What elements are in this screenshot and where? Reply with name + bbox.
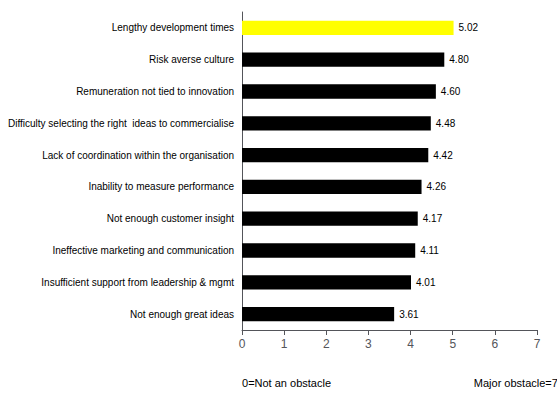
- svg-text:4.17: 4.17: [423, 213, 443, 224]
- svg-text:Lack of coordination within th: Lack of coordination within the organisa…: [42, 150, 234, 161]
- svg-text:3: 3: [365, 337, 372, 351]
- svg-text:7: 7: [534, 337, 541, 351]
- svg-text:4.60: 4.60: [441, 86, 461, 97]
- svg-text:1: 1: [281, 337, 288, 351]
- svg-text:4.01: 4.01: [416, 277, 436, 288]
- svg-text:Difficulty selecting the right: Difficulty selecting the right ideas to …: [8, 118, 234, 129]
- svg-text:4.11: 4.11: [420, 245, 439, 256]
- svg-text:5.02: 5.02: [459, 22, 479, 33]
- svg-text:Risk averse culture: Risk averse culture: [149, 54, 234, 65]
- svg-text:5: 5: [449, 337, 456, 351]
- svg-text:Ineffective marketing and comm: Ineffective marketing and communication: [52, 245, 234, 256]
- svg-text:4.48: 4.48: [436, 118, 456, 129]
- svg-text:0: 0: [239, 337, 246, 351]
- svg-text:4.80: 4.80: [449, 54, 469, 65]
- svg-text:0=Not an obstacle: 0=Not an obstacle: [242, 377, 331, 389]
- svg-text:Insufficient support from lead: Insufficient support from leadership & m…: [41, 277, 234, 288]
- svg-text:6: 6: [492, 337, 499, 351]
- svg-text:Lengthy development times: Lengthy development times: [112, 22, 234, 33]
- svg-text:4.42: 4.42: [433, 150, 453, 161]
- svg-text:Not enough customer insight: Not enough customer insight: [107, 213, 235, 224]
- svg-text:4: 4: [407, 337, 414, 351]
- svg-text:3.61: 3.61: [399, 309, 419, 320]
- svg-text:Inability to measure performan: Inability to measure performance: [88, 181, 234, 192]
- svg-text:Remuneration not tied to innov: Remuneration not tied to innovation: [76, 86, 234, 97]
- svg-text:Not enough great ideas: Not enough great ideas: [130, 309, 234, 320]
- svg-text:Major obstacle=7: Major obstacle=7: [474, 377, 557, 389]
- svg-text:4.26: 4.26: [427, 181, 447, 192]
- svg-text:2: 2: [323, 337, 330, 351]
